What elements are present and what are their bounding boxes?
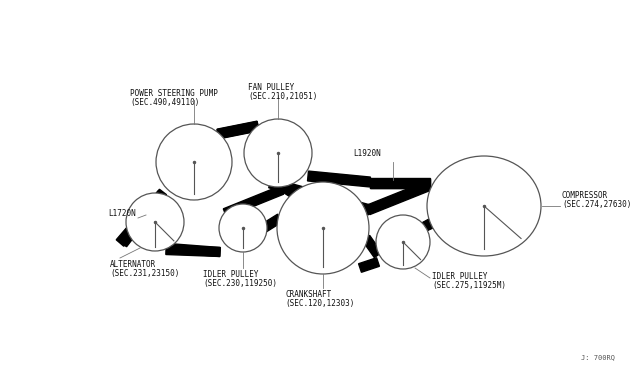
Ellipse shape — [427, 156, 541, 256]
Text: IDLER PULLEY: IDLER PULLEY — [432, 272, 488, 281]
Polygon shape — [262, 171, 303, 202]
Polygon shape — [297, 195, 313, 211]
Polygon shape — [370, 178, 430, 188]
Polygon shape — [262, 214, 282, 232]
Polygon shape — [116, 191, 166, 246]
Ellipse shape — [277, 182, 369, 274]
Text: (SEC.275,11925M): (SEC.275,11925M) — [432, 281, 506, 290]
Text: L1720N: L1720N — [108, 208, 136, 218]
Polygon shape — [223, 186, 284, 217]
Polygon shape — [166, 246, 220, 257]
Text: L1920N: L1920N — [353, 149, 381, 158]
Text: COMPRESSOR: COMPRESSOR — [562, 191, 608, 200]
Polygon shape — [269, 178, 371, 215]
Polygon shape — [168, 244, 220, 256]
Text: IDLER PULLEY: IDLER PULLEY — [203, 270, 259, 279]
Polygon shape — [120, 189, 166, 247]
Ellipse shape — [219, 204, 267, 252]
Polygon shape — [358, 258, 380, 272]
Ellipse shape — [156, 124, 232, 200]
Text: FAN PULLEY: FAN PULLEY — [248, 83, 294, 92]
Text: (SEC.274,27630): (SEC.274,27630) — [562, 200, 632, 209]
Polygon shape — [362, 235, 381, 257]
Polygon shape — [308, 171, 371, 187]
Polygon shape — [217, 122, 259, 138]
Text: (SEC.490,49110): (SEC.490,49110) — [130, 98, 200, 107]
Text: J: 700RQ: J: 700RQ — [581, 354, 615, 360]
Text: (SEC.231,23150): (SEC.231,23150) — [110, 269, 179, 278]
Text: (SEC.230,119250): (SEC.230,119250) — [203, 279, 277, 288]
Ellipse shape — [376, 215, 430, 269]
Polygon shape — [366, 182, 430, 215]
Text: ALTERNATOR: ALTERNATOR — [110, 260, 156, 269]
Polygon shape — [217, 121, 259, 139]
Polygon shape — [420, 214, 442, 232]
Text: CRANKSHAFT: CRANKSHAFT — [285, 290, 332, 299]
Text: (SEC.120,12303): (SEC.120,12303) — [285, 299, 355, 308]
Ellipse shape — [244, 119, 312, 187]
Ellipse shape — [126, 193, 184, 251]
Text: POWER STEERING PUMP: POWER STEERING PUMP — [130, 89, 218, 98]
Polygon shape — [420, 216, 442, 232]
Text: (SEC.210,21051): (SEC.210,21051) — [248, 92, 317, 101]
Polygon shape — [370, 179, 430, 187]
